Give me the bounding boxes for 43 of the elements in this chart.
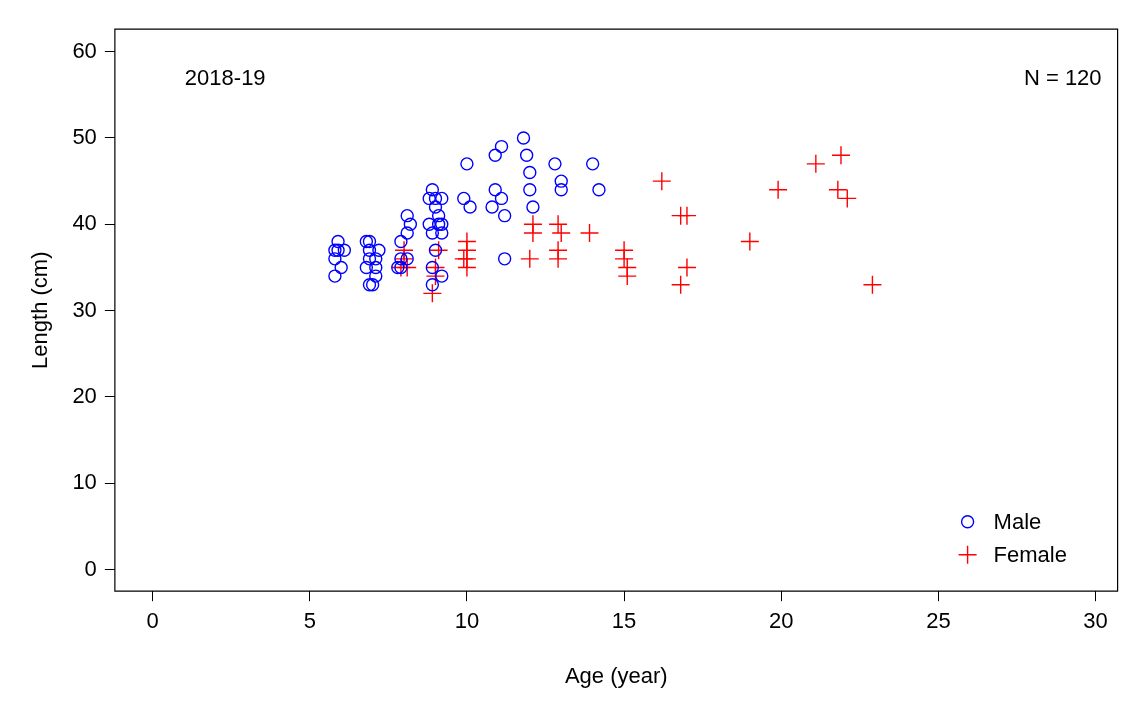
y-tick-label: 40 xyxy=(72,210,97,236)
point xyxy=(520,249,540,269)
point xyxy=(617,266,637,286)
x-tick-label: 15 xyxy=(611,608,637,634)
point xyxy=(831,145,851,165)
x-tick-label: 0 xyxy=(146,608,159,634)
point xyxy=(677,257,697,278)
point xyxy=(394,249,414,269)
point xyxy=(425,266,446,286)
point xyxy=(548,214,568,234)
x-axis-title: Age (year) xyxy=(564,662,668,688)
point xyxy=(422,283,443,304)
point xyxy=(579,223,600,243)
point xyxy=(523,223,543,243)
point xyxy=(548,249,568,269)
y-tick-label: 50 xyxy=(72,124,97,150)
point xyxy=(862,275,883,295)
legend-label: Male xyxy=(993,508,1042,534)
point xyxy=(670,275,691,295)
y-tick-label: 10 xyxy=(72,469,97,495)
x-tick-label: 30 xyxy=(1083,608,1108,634)
point xyxy=(614,249,634,269)
point xyxy=(551,223,571,243)
y-axis-title: Length (cm) xyxy=(27,251,53,369)
y-tick-label: 0 xyxy=(84,555,97,581)
point xyxy=(428,240,449,260)
x-tick-label: 20 xyxy=(769,608,794,634)
y-tick-label: 20 xyxy=(72,383,97,409)
point xyxy=(397,257,417,278)
annotation: 2018-19 xyxy=(184,65,266,91)
point xyxy=(740,231,760,252)
point xyxy=(677,205,697,226)
legend-label: Female xyxy=(993,541,1067,567)
x-tick-label: 25 xyxy=(926,608,951,634)
point xyxy=(768,180,788,200)
annotation: N = 120 xyxy=(1023,65,1102,91)
x-tick-label: 5 xyxy=(303,608,316,634)
x-tick-label: 10 xyxy=(454,608,480,634)
y-tick-label: 60 xyxy=(72,37,97,63)
point xyxy=(652,171,672,191)
point xyxy=(457,257,477,278)
y-tick-label: 30 xyxy=(72,296,97,322)
point xyxy=(806,154,826,174)
